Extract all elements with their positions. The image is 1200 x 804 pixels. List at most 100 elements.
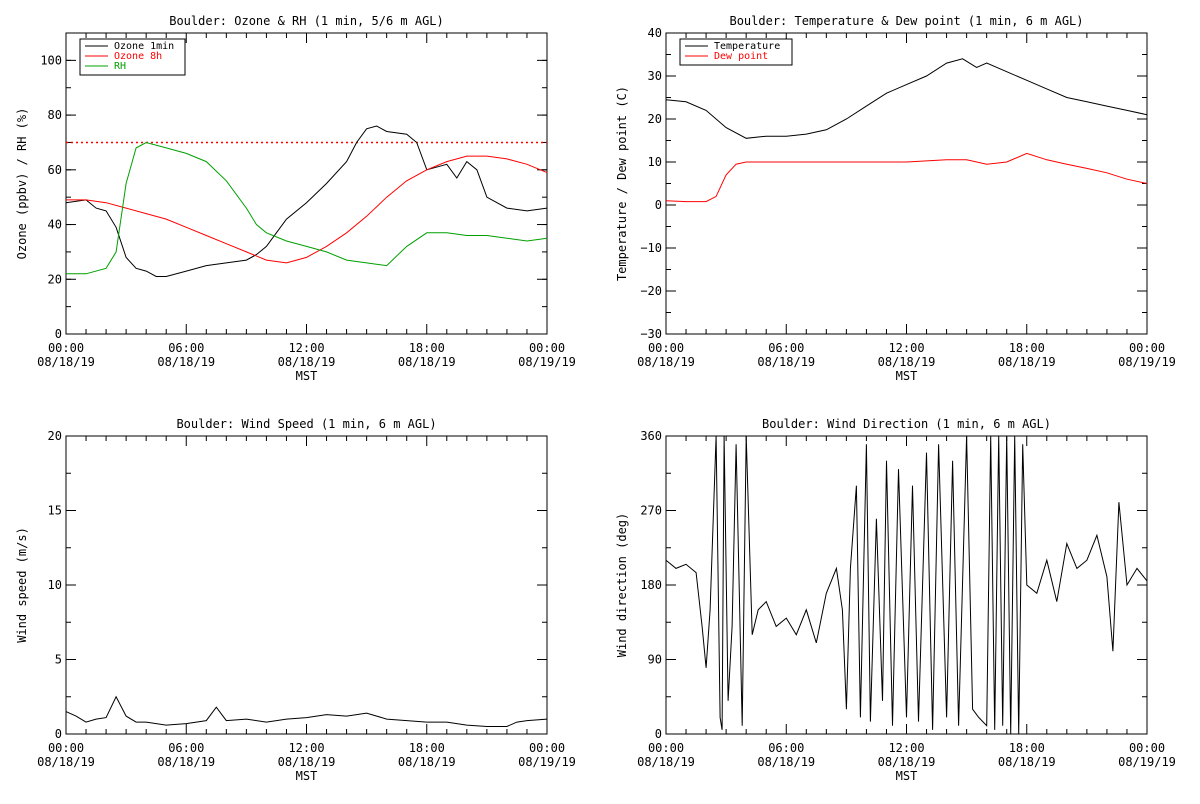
- x-tick-date: 08/18/19: [157, 355, 215, 369]
- x-axis-label: MST: [296, 769, 318, 783]
- y-tick-label: 270: [640, 504, 662, 518]
- legend-label: Dew point: [714, 51, 768, 62]
- y-tick-label: −30: [640, 327, 662, 341]
- x-tick-label: 18:00: [1009, 741, 1045, 755]
- chart-title: Boulder: Temperature & Dew point (1 min,…: [729, 14, 1083, 28]
- y-axis-label: Temperature / Dew point (C): [615, 86, 629, 281]
- y-tick-label: 30: [648, 69, 662, 83]
- x-tick-date: 08/18/19: [998, 755, 1056, 769]
- y-tick-label: 90: [648, 653, 662, 667]
- chart-panel-4: Boulder: Wind Direction (1 min, 6 m AGL)…: [615, 417, 1176, 783]
- plot-frame: [665, 32, 1148, 335]
- chart-panel-2: Boulder: Temperature & Dew point (1 min,…: [615, 14, 1176, 383]
- x-tick-date: 08/19/19: [1118, 355, 1176, 369]
- x-tick-label: 00:00: [648, 741, 684, 755]
- y-tick-label: 20: [648, 112, 662, 126]
- legend-box: [679, 38, 793, 66]
- x-tick-date: 08/18/19: [998, 355, 1056, 369]
- x-axis-label: MST: [896, 769, 918, 783]
- x-tick-date: 08/18/19: [878, 355, 936, 369]
- series-line-temperature: [665, 58, 1148, 139]
- x-tick-label: 00:00: [48, 341, 84, 355]
- y-tick-label: 40: [48, 218, 62, 232]
- chart-panel-3: Boulder: Wind Speed (1 min, 6 m AGL) 00:0…: [15, 417, 576, 783]
- y-tick-label: 0: [655, 727, 662, 741]
- plot-frame: [665, 435, 1148, 735]
- x-tick-label: 12:00: [288, 741, 324, 755]
- plot-frame: [65, 32, 548, 335]
- y-tick-label: 15: [48, 504, 62, 518]
- series-line-ozone-8h: [66, 155, 548, 264]
- x-tick-date: 08/18/19: [37, 755, 95, 769]
- x-tick-label: 06:00: [168, 741, 204, 755]
- y-tick-label: 0: [655, 198, 662, 212]
- legend-label: Temperature: [714, 41, 780, 52]
- series-line-rh: [66, 141, 548, 275]
- x-tick-date: 08/18/19: [278, 755, 336, 769]
- chart-title: Boulder: Wind Speed (1 min, 6 m AGL): [176, 417, 436, 431]
- x-tick-date: 08/18/19: [157, 755, 215, 769]
- x-tick-date: 08/18/19: [637, 355, 695, 369]
- x-tick-date: 08/18/19: [757, 355, 815, 369]
- y-axis-label: Wind speed (m/s): [15, 527, 29, 643]
- x-tick-date: 08/18/19: [398, 355, 456, 369]
- y-tick-label: −10: [640, 241, 662, 255]
- y-tick-label: 100: [40, 53, 62, 67]
- series-line-1: [665, 435, 1148, 735]
- series-line-ozone-1min: [65, 125, 548, 277]
- y-tick-label: 20: [48, 429, 62, 443]
- x-tick-label: 18:00: [409, 341, 445, 355]
- x-tick-date: 08/18/19: [637, 755, 695, 769]
- chart-title: Boulder: Wind Direction (1 min, 6 m AGL): [762, 417, 1051, 431]
- x-tick-date: 08/18/19: [37, 355, 95, 369]
- x-axis-label: MST: [296, 369, 318, 383]
- x-tick-label: 12:00: [888, 741, 924, 755]
- chart-title: Boulder: Ozone & RH (1 min, 5/6 m AGL): [169, 14, 444, 28]
- x-axis-label: MST: [896, 369, 918, 383]
- x-tick-label: 12:00: [288, 341, 324, 355]
- chart-panel-1: Boulder: Ozone & RH (1 min, 5/6 m AGL)00…: [15, 14, 576, 383]
- y-tick-label: 60: [48, 163, 62, 177]
- series-line-1: [65, 695, 548, 727]
- y-axis-label: Ozone (ppbv) / RH (%): [15, 108, 29, 260]
- x-tick-date: 08/18/19: [278, 355, 336, 369]
- x-tick-label: 12:00: [888, 341, 924, 355]
- x-tick-label: 06:00: [768, 341, 804, 355]
- x-tick-label: 18:00: [409, 741, 445, 755]
- x-tick-date: 08/19/19: [1118, 755, 1176, 769]
- y-tick-label: 40: [648, 26, 662, 40]
- x-tick-label: 06:00: [168, 341, 204, 355]
- legend-label: Ozone 1min: [114, 41, 174, 52]
- y-tick-label: 20: [48, 272, 62, 286]
- y-tick-label: 0: [55, 727, 62, 741]
- x-tick-label: 00:00: [529, 741, 565, 755]
- x-tick-label: 00:00: [648, 341, 684, 355]
- x-tick-date: 08/19/19: [518, 355, 576, 369]
- y-tick-label: −20: [640, 284, 662, 298]
- y-tick-label: 10: [48, 578, 62, 592]
- x-tick-label: 00:00: [48, 741, 84, 755]
- x-tick-date: 08/19/19: [518, 755, 576, 769]
- x-tick-date: 08/18/19: [878, 755, 936, 769]
- x-tick-label: 06:00: [768, 741, 804, 755]
- legend-box: [79, 38, 186, 76]
- y-tick-label: 180: [640, 578, 662, 592]
- plot-frame: [65, 435, 548, 735]
- x-tick-label: 00:00: [529, 341, 565, 355]
- x-tick-label: 00:00: [1129, 341, 1165, 355]
- series-line-dew-point: [665, 152, 1148, 203]
- y-tick-label: 80: [48, 108, 62, 122]
- legend-label: Ozone 8h: [114, 51, 162, 62]
- x-tick-label: 18:00: [1009, 341, 1045, 355]
- x-tick-label: 00:00: [1129, 741, 1165, 755]
- y-axis-label: Wind direction (deg): [615, 513, 629, 658]
- y-tick-label: 360: [640, 429, 662, 443]
- y-tick-label: 5: [55, 653, 62, 667]
- x-tick-date: 08/18/19: [398, 755, 456, 769]
- y-tick-label: 0: [55, 327, 62, 341]
- y-tick-label: 10: [648, 155, 662, 169]
- x-tick-date: 08/18/19: [757, 755, 815, 769]
- legend-label: RH: [114, 61, 126, 72]
